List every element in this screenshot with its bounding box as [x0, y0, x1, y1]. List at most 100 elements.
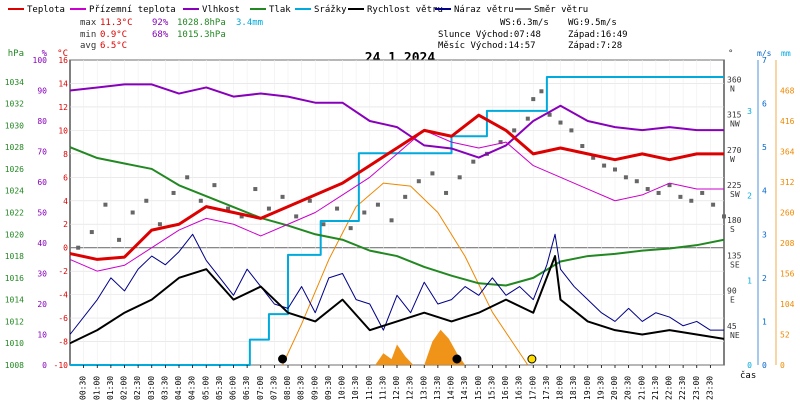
direction-point [580, 144, 585, 149]
x-axis: 00:30 01:00 01:30 02:00 02:30 03:00 03:30 04:00… [79, 365, 714, 400]
temperature-tick-label: 14 [58, 79, 68, 88]
direction-point [525, 116, 530, 121]
direction-tick-degree: 135 [727, 251, 742, 260]
solar-tick-label: 0 [780, 361, 785, 370]
direction-point [335, 206, 340, 211]
wind-tick-label: 5 [762, 143, 767, 152]
direction-point [444, 190, 449, 195]
humidity-tick-label: 70 [37, 148, 47, 157]
series-line-p-zemn-teplota [69, 129, 724, 272]
humidity-axis-title: % [42, 49, 48, 59]
direction-point [689, 198, 694, 203]
direction-tick-compass: NW [730, 120, 740, 129]
x-tick-label: 00:30 [79, 376, 88, 400]
direction-point [185, 175, 190, 180]
temperature-tick-label: -10 [54, 361, 69, 370]
pressure-tick-label: 1030 [5, 121, 24, 130]
pressure-tick-label: 1016 [5, 274, 24, 283]
solar-layer [375, 329, 520, 365]
x-tick-label: 23:00 [692, 376, 701, 400]
solar-tick-label: 208 [780, 239, 795, 248]
solar-tick-label: 52 [780, 331, 790, 340]
x-tick-label: 08:30 [297, 376, 306, 400]
direction-point [375, 202, 380, 207]
x-tick-label: 15:30 [487, 376, 496, 400]
stats-max-temp: 11.3°C [100, 18, 133, 28]
x-tick-label: 19:00 [583, 376, 592, 400]
x-tick-label: 06:30 [242, 376, 251, 400]
rain-tick-label: 2 [747, 192, 752, 201]
direction-point [280, 194, 285, 199]
temperature-tick-label: 0 [63, 244, 68, 253]
x-tick-label: 18:00 [556, 376, 565, 400]
pressure-axis-title: hPa [8, 49, 24, 59]
solar-tick-label: 104 [780, 300, 795, 309]
direction-tick-compass: SE [730, 260, 740, 269]
x-tick-label: 03:00 [147, 376, 156, 400]
direction-point [266, 206, 271, 211]
legend: Teplota Přízemní teplota Vlhkost Tlak Srážky… [8, 5, 588, 15]
direction-point [471, 159, 476, 164]
temperature-tick-label: -6 [58, 314, 68, 323]
pressure-tick-label: 1010 [5, 339, 24, 348]
direction-tick-compass: W [730, 155, 735, 164]
pressure-tick-label: 1024 [5, 187, 24, 196]
x-tick-label: 01:30 [106, 376, 115, 400]
x-tick-label: 20:30 [624, 376, 633, 400]
direction-point [307, 198, 312, 203]
stats-ws: WS:6.3m/s [500, 18, 549, 28]
x-tick-label: 12:00 [392, 376, 401, 400]
x-tick-label: 10:00 [338, 376, 347, 400]
direction-point [569, 128, 574, 133]
legend-label: Vlhkost [202, 5, 240, 15]
legend-label: Srážky [314, 5, 347, 15]
x-tick-label: 06:00 [229, 376, 238, 400]
humidity-tick-label: 20 [37, 300, 47, 309]
humidity-tick-label: 10 [37, 331, 47, 340]
solar-tick-label: 312 [780, 178, 795, 187]
x-tick-label: 05:30 [215, 376, 224, 400]
direction-point [389, 218, 394, 223]
x-tick-label: 04:00 [174, 376, 183, 400]
stats-min-label: min [80, 30, 96, 40]
legend-label: Náraz větru [454, 5, 514, 15]
wind-tick-label: 0 [762, 361, 767, 370]
direction-point [591, 155, 596, 160]
x-tick-label: 02:00 [120, 376, 129, 400]
pressure-tick-label: 1022 [5, 209, 24, 218]
x-tick-label: 09:00 [310, 376, 319, 400]
direction-point [656, 190, 661, 195]
wind-tick-label: 4 [762, 187, 767, 196]
x-tick-label: 21:00 [637, 376, 646, 400]
temperature-tick-label: 12 [58, 103, 68, 112]
stats-block: max 11.3°C 92% 1028.8hPa 3.4mm min 0.9°C… [80, 18, 628, 51]
humidity-tick-label: 0 [42, 361, 47, 370]
x-tick-label: 03:30 [160, 376, 169, 400]
series-lines [69, 75, 725, 366]
x-tick-label: 13:30 [433, 376, 442, 400]
x-tick-label: 11:00 [365, 376, 374, 400]
x-tick-label: 12:30 [406, 376, 415, 400]
wind-tick-label: 1 [762, 317, 767, 326]
x-tick-label: 21:30 [651, 376, 660, 400]
x-tick-label: 14:00 [447, 376, 456, 400]
direction-point [253, 187, 258, 192]
direction-point [212, 183, 217, 188]
direction-point [76, 245, 81, 250]
temperature-tick-label: 6 [63, 173, 68, 182]
wind-axis-title: m/s [757, 49, 772, 58]
direction-point [558, 120, 563, 125]
wind-tick-label: 7 [762, 56, 767, 65]
series-line-n-raz-v-tru [69, 233, 724, 335]
stats-max-pres: 1028.8hPa [177, 18, 226, 28]
temperature-tick-label: -2 [58, 267, 68, 276]
stats-wg: WG:9.5m/s [568, 18, 617, 28]
series-line-tlak [69, 146, 725, 287]
series-line-slune-n-z-en- [282, 182, 529, 366]
solar-tick-label: 260 [780, 209, 795, 218]
direction-point [430, 171, 435, 176]
direction-tick-degree: 225 [727, 181, 742, 190]
direction-tick-compass: SW [730, 190, 740, 199]
